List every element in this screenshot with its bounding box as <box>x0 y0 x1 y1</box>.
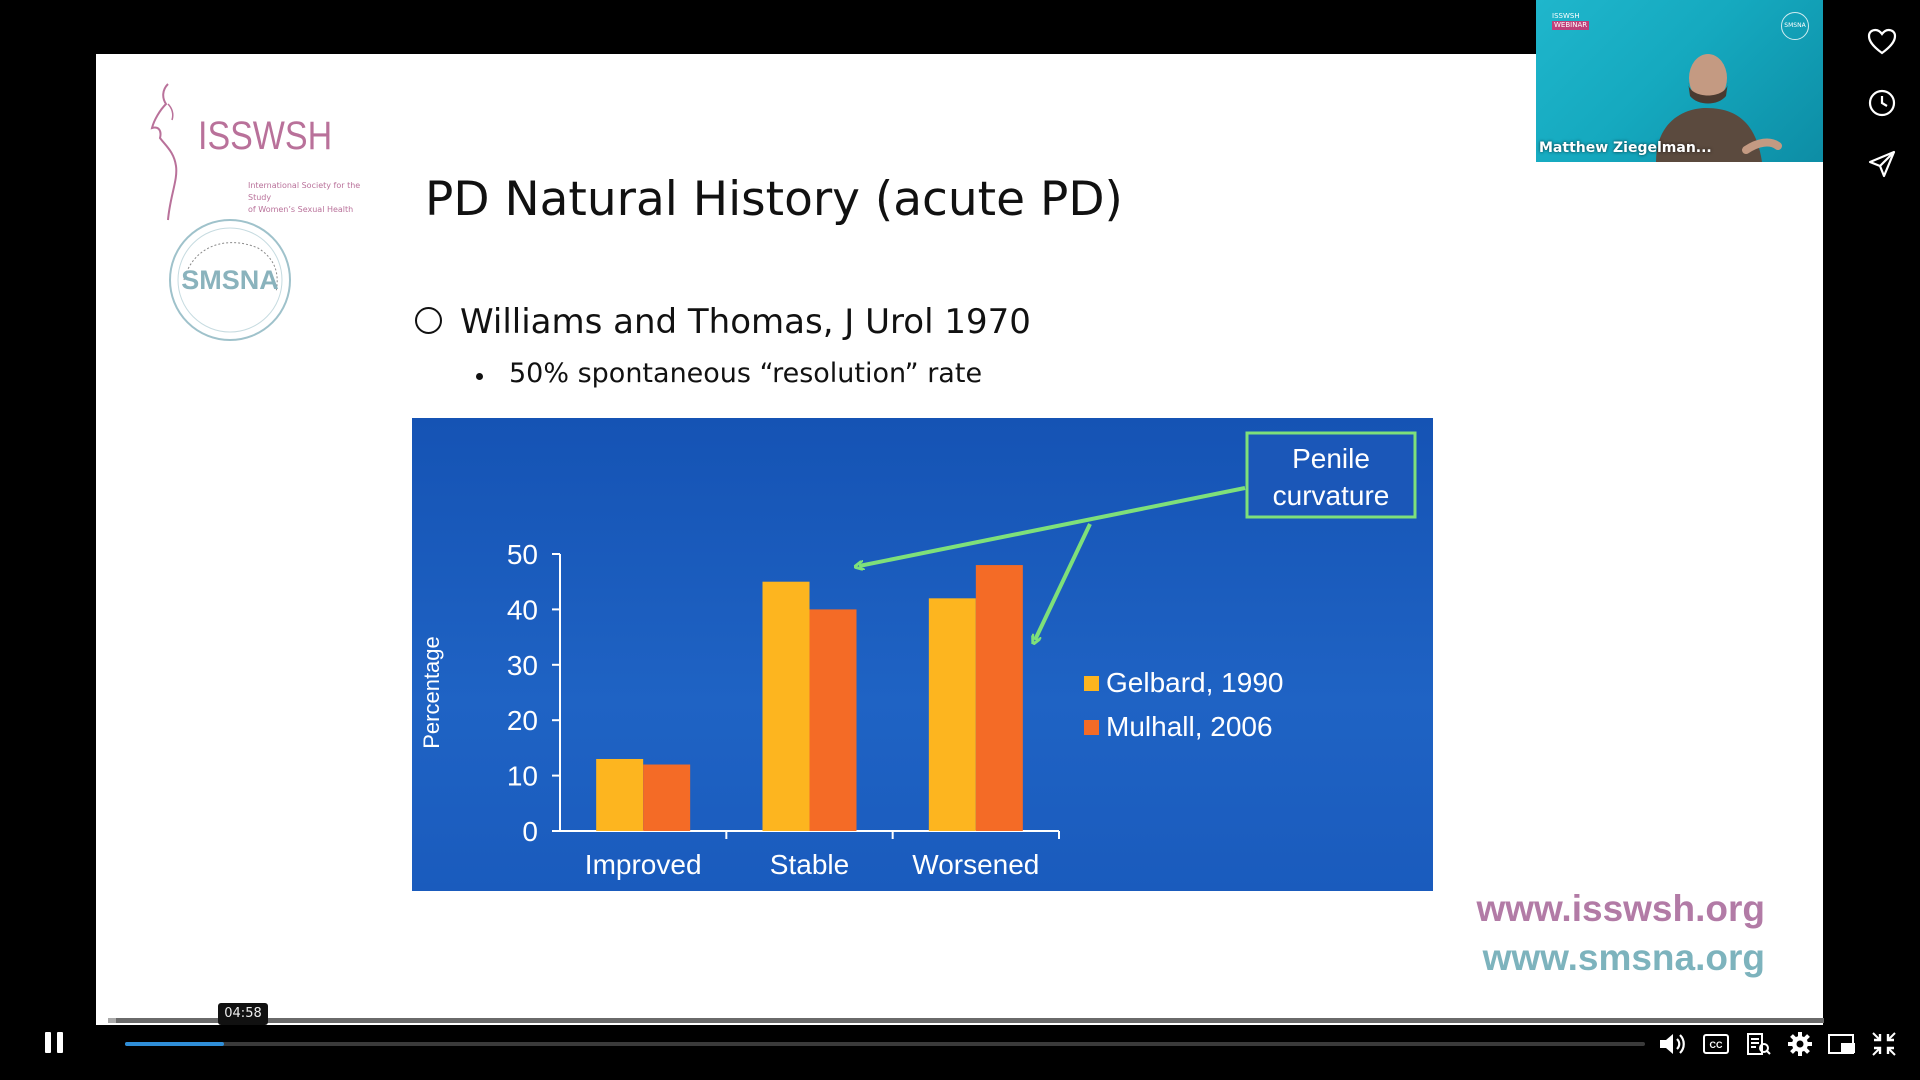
presentation-slide: ISSWSH International Society for the Stu… <box>96 54 1823 1025</box>
isswsh-wordmark: ISSWSH <box>198 114 333 158</box>
y-tick-label: 30 <box>507 650 538 681</box>
bullet-level2: 50% spontaneous “resolution” rate <box>476 358 982 389</box>
seek-bar[interactable] <box>125 1042 1645 1046</box>
picture-in-picture-icon <box>1828 1034 1855 1054</box>
presenter-video[interactable]: ISSWSH WEBINAR SMSNA Matthew Ziegelman..… <box>1536 0 1823 162</box>
legend-label: Mulhall, 2006 <box>1106 711 1273 742</box>
smsna-wordmark: SMSNA <box>181 265 279 295</box>
settings-icon <box>1788 1032 1812 1056</box>
callout-arrow-stable <box>859 486 1246 566</box>
presenter-name: Matthew Ziegelman... <box>1539 140 1712 156</box>
seek-progress <box>125 1042 224 1046</box>
callout-text: curvature <box>1273 480 1390 511</box>
captions-icon: CC <box>1703 1034 1729 1054</box>
legend-swatch <box>1084 676 1099 691</box>
bullet-dot-icon <box>476 373 483 380</box>
slide-title: PD Natural History (acute PD) <box>425 172 1123 227</box>
bullet-level2-text: 50% spontaneous “resolution” rate <box>509 358 983 389</box>
callout-text: Penile <box>1292 443 1370 474</box>
y-tick-label: 0 <box>522 816 538 847</box>
legend-swatch <box>1084 720 1099 735</box>
presenter-avatar <box>1656 54 1782 162</box>
bar <box>975 565 1023 831</box>
bar <box>596 758 644 831</box>
bullet-level1-text: Williams and Thomas, J Urol 1970 <box>460 302 1031 342</box>
y-tick-label: 50 <box>507 539 538 570</box>
smsna-url[interactable]: www.smsna.org <box>1482 937 1765 978</box>
legend-label: Gelbard, 1990 <box>1106 667 1283 698</box>
clock-icon[interactable] <box>1858 79 1906 127</box>
time-tooltip: 04:58 <box>218 1003 268 1025</box>
picture-in-picture-button[interactable] <box>1827 1030 1857 1058</box>
exit-fullscreen-button[interactable] <box>1869 1030 1899 1058</box>
bullet-level1: Williams and Thomas, J Urol 1970 <box>415 302 1031 342</box>
svg-text:CC: CC <box>1710 1040 1723 1050</box>
share-icon[interactable] <box>1858 140 1906 188</box>
pause-button[interactable] <box>42 1030 68 1056</box>
website-urls: www.isswsh.org www.smsna.org <box>1449 884 1765 982</box>
bar <box>643 764 691 831</box>
x-tick-label: Improved <box>585 849 702 880</box>
volume-icon <box>1660 1034 1685 1054</box>
bar <box>928 598 976 831</box>
smsna-logo: SMSNA <box>162 212 298 348</box>
y-tick-label: 10 <box>507 761 538 792</box>
isswsh-logo: ISSWSH International Society for the Stu… <box>148 80 360 230</box>
x-tick-label: Worsened <box>912 849 1039 880</box>
y-tick-label: 40 <box>507 594 538 625</box>
buffer-bar <box>108 1018 1824 1023</box>
bar <box>762 581 810 831</box>
pause-icon <box>45 1032 51 1053</box>
settings-button[interactable] <box>1785 1030 1815 1058</box>
callout-arrow-worsened <box>1035 523 1092 640</box>
smsna-ring-icon <box>169 219 291 341</box>
female-silhouette-icon <box>150 83 178 221</box>
transcript-icon <box>1747 1033 1771 1055</box>
side-action-bar <box>1858 18 1906 201</box>
bar <box>809 609 857 831</box>
isswsh-tagline: International Society for the Study of W… <box>248 181 361 214</box>
bar-chart: 0 10 20 30 40 50 Percentage Improved Stable Worse… <box>412 418 1433 891</box>
smsna-badge: SMSNA <box>1781 12 1809 40</box>
heart-icon[interactable] <box>1858 18 1906 66</box>
y-axis-label: Percentage <box>419 636 444 749</box>
volume-button[interactable] <box>1657 1030 1687 1058</box>
y-tick-label: 20 <box>507 705 538 736</box>
exit-fullscreen-icon <box>1872 1032 1896 1056</box>
isswsh-url[interactable]: www.isswsh.org <box>1476 888 1765 929</box>
x-tick-label: Stable <box>770 849 849 880</box>
callout-box <box>1245 431 1417 519</box>
isswsh-webinar-badge: ISSWSH WEBINAR <box>1552 12 1590 30</box>
captions-button[interactable]: CC <box>1701 1030 1731 1058</box>
hollow-bullet-icon <box>415 307 442 334</box>
transcript-button[interactable] <box>1743 1030 1773 1058</box>
